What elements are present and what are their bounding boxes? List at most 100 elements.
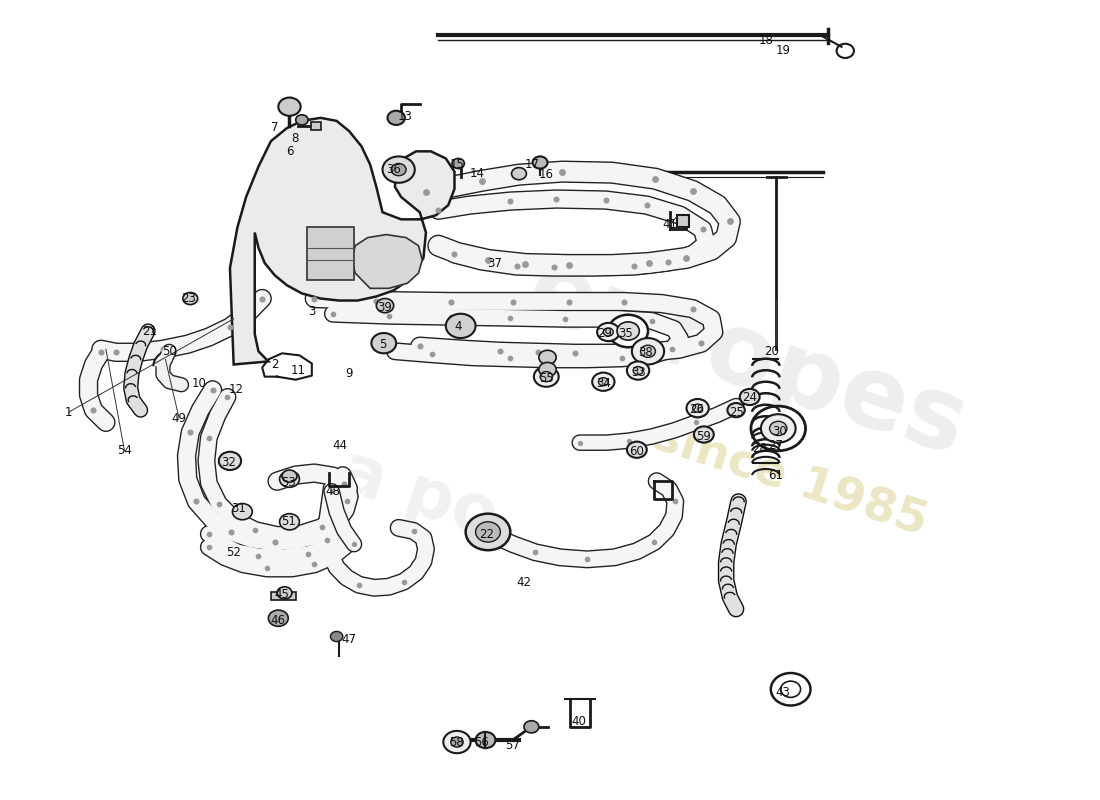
Circle shape xyxy=(608,314,648,347)
Circle shape xyxy=(330,631,343,642)
Text: 16: 16 xyxy=(539,168,553,181)
Text: 24: 24 xyxy=(742,391,757,405)
Text: 58: 58 xyxy=(450,735,464,749)
Text: 1: 1 xyxy=(65,406,73,418)
Text: 9: 9 xyxy=(345,367,353,380)
Circle shape xyxy=(452,158,464,169)
Circle shape xyxy=(183,293,198,305)
Polygon shape xyxy=(230,118,454,365)
Text: 19: 19 xyxy=(776,44,791,58)
Circle shape xyxy=(539,350,557,365)
Bar xyxy=(676,215,689,227)
Circle shape xyxy=(524,721,539,733)
Bar xyxy=(307,227,354,280)
Text: 37: 37 xyxy=(486,258,502,270)
Circle shape xyxy=(627,362,649,380)
Circle shape xyxy=(279,514,299,530)
Circle shape xyxy=(751,406,805,450)
Text: 51: 51 xyxy=(280,515,296,528)
Text: 61: 61 xyxy=(768,469,783,482)
Text: 46: 46 xyxy=(271,614,286,626)
Text: 55: 55 xyxy=(539,372,553,385)
Circle shape xyxy=(232,503,252,520)
Text: 27: 27 xyxy=(768,439,783,452)
Circle shape xyxy=(219,452,241,470)
Text: 32: 32 xyxy=(221,457,236,470)
Circle shape xyxy=(603,328,614,336)
Circle shape xyxy=(686,399,708,418)
Text: 2: 2 xyxy=(271,358,278,371)
Text: 41: 41 xyxy=(663,218,678,231)
Text: 23: 23 xyxy=(182,292,197,305)
Text: 28: 28 xyxy=(752,442,767,455)
Text: 39: 39 xyxy=(377,301,393,314)
Circle shape xyxy=(534,366,559,387)
Circle shape xyxy=(539,362,557,377)
Circle shape xyxy=(475,732,495,748)
Circle shape xyxy=(383,157,415,182)
Text: 54: 54 xyxy=(117,444,132,458)
Circle shape xyxy=(597,323,619,341)
Text: 29: 29 xyxy=(597,326,612,339)
Circle shape xyxy=(278,98,300,116)
Text: 3: 3 xyxy=(308,305,316,318)
Circle shape xyxy=(598,378,608,386)
Text: 38: 38 xyxy=(638,346,653,358)
Text: 49: 49 xyxy=(172,412,187,425)
Text: 14: 14 xyxy=(470,167,484,180)
Circle shape xyxy=(446,314,475,338)
Text: a po: a po xyxy=(332,438,506,551)
Text: 56: 56 xyxy=(474,735,490,749)
Text: 7: 7 xyxy=(271,122,278,134)
Circle shape xyxy=(451,737,463,747)
Circle shape xyxy=(640,345,656,358)
Text: 31: 31 xyxy=(231,502,246,515)
Text: 30: 30 xyxy=(772,425,786,438)
Circle shape xyxy=(475,522,500,542)
Text: 18: 18 xyxy=(758,34,773,47)
Polygon shape xyxy=(352,234,422,288)
Text: 45: 45 xyxy=(275,588,289,602)
Circle shape xyxy=(631,338,664,365)
Text: 50: 50 xyxy=(162,345,176,358)
Text: 44: 44 xyxy=(333,439,348,452)
Circle shape xyxy=(634,366,643,374)
Text: 47: 47 xyxy=(341,633,356,646)
Circle shape xyxy=(540,371,552,382)
Text: 17: 17 xyxy=(525,158,540,171)
Text: 15: 15 xyxy=(450,158,464,171)
Circle shape xyxy=(282,470,297,482)
Text: 13: 13 xyxy=(397,110,412,123)
Circle shape xyxy=(296,114,308,125)
Text: 40: 40 xyxy=(571,715,586,728)
Text: 42: 42 xyxy=(516,576,531,589)
Text: 57: 57 xyxy=(505,738,520,751)
Circle shape xyxy=(740,389,760,405)
Text: 5: 5 xyxy=(378,338,386,350)
Circle shape xyxy=(279,471,299,487)
Text: 8: 8 xyxy=(290,132,298,145)
Text: 10: 10 xyxy=(191,378,207,390)
Bar xyxy=(271,592,296,600)
Circle shape xyxy=(443,731,471,754)
Circle shape xyxy=(688,401,707,418)
Circle shape xyxy=(694,426,714,442)
Text: 60: 60 xyxy=(629,446,645,458)
Text: 21: 21 xyxy=(142,326,157,338)
Text: since 1985: since 1985 xyxy=(647,414,933,545)
Circle shape xyxy=(617,322,639,340)
Circle shape xyxy=(592,373,615,391)
Circle shape xyxy=(627,442,647,458)
Text: 52: 52 xyxy=(227,546,241,558)
Circle shape xyxy=(770,422,786,435)
Circle shape xyxy=(376,298,394,313)
Text: 25: 25 xyxy=(728,406,744,418)
Bar xyxy=(310,122,320,130)
Circle shape xyxy=(693,404,703,412)
Circle shape xyxy=(727,403,745,418)
Circle shape xyxy=(268,610,288,626)
Text: 20: 20 xyxy=(764,345,780,358)
Text: 26: 26 xyxy=(689,402,704,416)
Text: 33: 33 xyxy=(630,366,646,379)
Text: 36: 36 xyxy=(386,163,402,176)
